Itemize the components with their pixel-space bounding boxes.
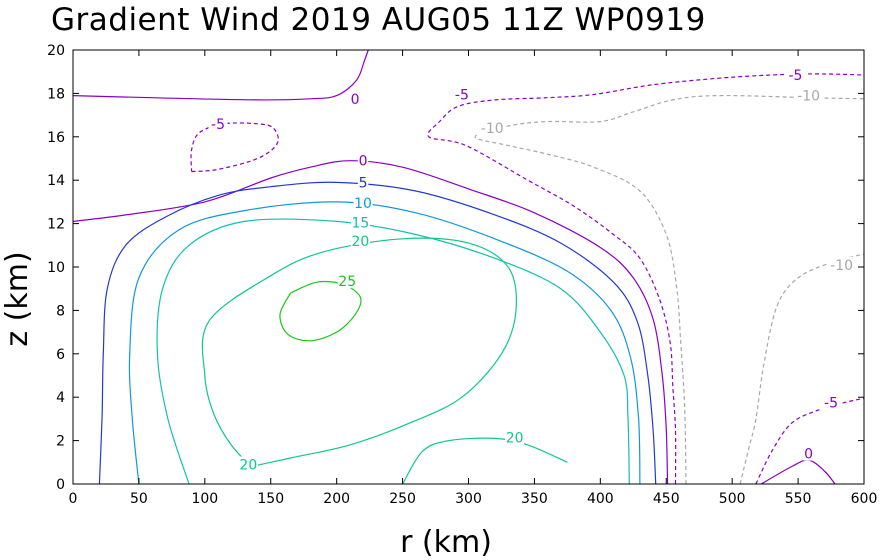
- contour-lines: [73, 50, 864, 484]
- y-axis-label: z (km): [0, 251, 35, 346]
- contour-line-20-6: [201, 237, 517, 468]
- contour-line-0-0: [73, 160, 669, 484]
- contour-line-neg5-11: [755, 397, 864, 484]
- x-tick-label: 350: [521, 491, 548, 507]
- x-tick-label: 250: [389, 491, 416, 507]
- contour-label-16: -10: [830, 258, 853, 274]
- contour-label-bg: [803, 445, 814, 461]
- contour-label-13: -5: [824, 396, 838, 412]
- x-tick-label: 0: [69, 491, 78, 507]
- contour-line-5-3: [98, 181, 657, 484]
- contour-label-bg: [337, 273, 357, 289]
- y-tick-label: 8: [56, 303, 65, 319]
- contour-line-20-7: [402, 437, 568, 484]
- contour-label-8: 20: [239, 457, 257, 473]
- contour-label-bg: [505, 429, 525, 445]
- contour-label-bg: [827, 256, 856, 272]
- x-axis-label: r (km): [400, 525, 492, 560]
- y-tick-label: 10: [47, 260, 65, 276]
- x-tick-label: 100: [191, 491, 218, 507]
- contour-label-bg: [350, 232, 370, 248]
- y-tick-label: 0: [56, 477, 65, 493]
- y-tick-label: 6: [56, 347, 65, 363]
- contour-label-5: 15: [351, 216, 369, 232]
- contour-label-bg: [357, 174, 369, 190]
- contour-label-10: -5: [455, 87, 469, 103]
- contour-label-0: 0: [351, 92, 360, 108]
- contour-label-6: 20: [351, 234, 369, 250]
- contour-label-bg: [350, 214, 370, 230]
- contour-label-bg: [452, 86, 472, 102]
- x-tick-label: 550: [785, 491, 812, 507]
- x-tick-label: 400: [587, 491, 614, 507]
- x-tick-label: 50: [130, 491, 148, 507]
- contour-label-bg: [353, 194, 373, 210]
- y-tick-label: 12: [47, 217, 65, 233]
- contour-line-15-5: [156, 218, 630, 484]
- contour-label-3: 5: [359, 175, 368, 191]
- plot-frame: [72, 49, 865, 485]
- contour-label-7: 20: [506, 430, 524, 446]
- contour-line-neg10-13: [739, 253, 864, 484]
- x-tick-label: 600: [851, 491, 878, 507]
- contour-label-bg: [349, 90, 361, 106]
- contour-label-1: 0: [359, 154, 368, 170]
- x-tick-label: 450: [653, 491, 680, 507]
- x-tick-label: 300: [455, 491, 482, 507]
- contour-label-4: 10: [354, 196, 372, 212]
- y-tick-label: 14: [47, 173, 65, 189]
- chart-title: Gradient Wind 2019 AUG05 11Z WP0919: [51, 2, 706, 38]
- contour-line-neg5-10: [190, 122, 279, 173]
- y-tick-label: 18: [47, 86, 65, 102]
- contour-label-bg: [785, 66, 805, 82]
- contour-label-15: -10: [797, 89, 820, 105]
- contour-label-bg: [478, 120, 506, 136]
- contour-label-bg: [357, 152, 369, 168]
- contour-label-bg: [821, 394, 841, 410]
- contour-line-neg10-12: [474, 94, 864, 484]
- contour-label-bg: [794, 87, 823, 103]
- y-tick-label: 4: [56, 390, 65, 406]
- contour-label-14: -10: [481, 121, 504, 137]
- contour-line-25-8: [279, 280, 362, 342]
- contour-label-bg: [238, 456, 258, 472]
- axis-ticks: 0 50 100 150 200 250 300 350 400 450 500 550 6000246…: [47, 43, 877, 507]
- x-tick-label: 150: [257, 491, 284, 507]
- contour-label-9: 25: [338, 274, 356, 290]
- x-tick-label: 500: [719, 491, 746, 507]
- x-tick-label: 200: [323, 491, 350, 507]
- contour-label-12: -5: [788, 68, 802, 84]
- contour-label-2: 0: [804, 447, 813, 463]
- contour-label-bg: [208, 115, 228, 131]
- y-tick-label: 2: [56, 434, 65, 450]
- contour-label-11: -5: [211, 117, 225, 133]
- contour-line-0-1: [73, 50, 369, 101]
- y-tick-label: 16: [47, 130, 65, 146]
- contour-labels: 0 0 0 5 10 15 20 20 20 25 -5 -5 -5 -5 -10 -10 -10: [208, 66, 856, 473]
- contour-line-neg5-9: [427, 73, 864, 484]
- y-tick-label: 20: [47, 43, 65, 59]
